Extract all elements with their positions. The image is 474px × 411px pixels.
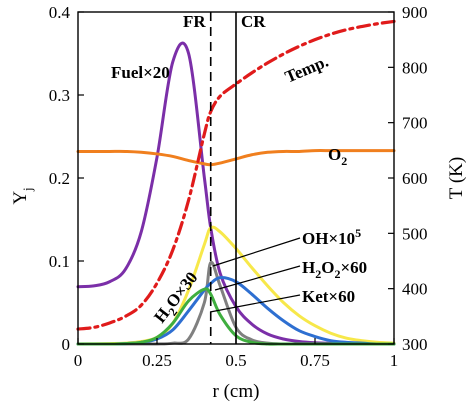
- x-tick-label: 0.25: [142, 351, 172, 370]
- y-tick-label: 0.4: [49, 3, 71, 22]
- x-axis-title: r (cm): [213, 381, 260, 402]
- ticks: 0 0.25 0.5 0.75 1 0 0.1 0.2 0.3 0.4 300 400 500 600 70…: [49, 3, 428, 370]
- series-line-o2: [76, 149, 396, 167]
- x-tick-label: 0.75: [300, 351, 330, 370]
- y2-axis-title: T (K): [446, 157, 467, 199]
- vline-label-fr: FR: [183, 12, 206, 31]
- reference-lines: FR CR: [183, 12, 266, 344]
- ket-label: Ket×60: [302, 287, 355, 306]
- h2o2-label-b: O: [321, 258, 334, 277]
- y2-tick-label: 900: [402, 3, 428, 22]
- ket-leader-line: [209, 294, 301, 313]
- oh-label-base: OH×10: [302, 229, 355, 248]
- y-tick-label: 0.1: [49, 252, 70, 271]
- oh-label-sup: 5: [355, 226, 361, 240]
- o2-label-sub: 2: [341, 154, 347, 168]
- h2o2-leader-line: [214, 265, 301, 291]
- x-tick-label: 1: [390, 351, 399, 370]
- y2-tick-label: 400: [402, 280, 428, 299]
- o2-label-base: O: [328, 145, 341, 164]
- y-tick-label: 0.3: [49, 86, 70, 105]
- y-tick-label: 0.2: [49, 169, 70, 188]
- x-tick-label: 0.5: [225, 351, 246, 370]
- h2o2-label: H2O2×60: [302, 258, 367, 281]
- svg-text:Yj: Yj: [10, 187, 35, 204]
- vline-label-cr: CR: [241, 12, 266, 31]
- y2-tick-label: 300: [402, 335, 428, 354]
- y-axis-title-base: Y: [10, 191, 31, 205]
- y2-tick-label: 700: [402, 114, 428, 133]
- h2o2-label-a: H: [302, 258, 315, 277]
- y-axis-title-sub: j: [20, 187, 35, 192]
- h2o2-label-sub2: 2: [334, 267, 340, 281]
- fuel-label: Fuel×20: [111, 63, 170, 82]
- x-tick-label: 0: [74, 351, 83, 370]
- h2o2-label-tail: ×60: [340, 258, 367, 277]
- oh-label: OH×105: [302, 226, 361, 248]
- series-line-temp: [76, 19, 396, 331]
- y-axis-title: Yj: [10, 187, 35, 204]
- y-tick-label: 0: [62, 335, 71, 354]
- y2-tick-label: 500: [402, 224, 428, 243]
- oh-leader-line: [212, 237, 301, 267]
- o2-label: O2: [328, 145, 347, 168]
- y2-tick-label: 600: [402, 169, 428, 188]
- h2o2-label-sub1: 2: [315, 267, 321, 281]
- y2-tick-label: 800: [402, 58, 428, 77]
